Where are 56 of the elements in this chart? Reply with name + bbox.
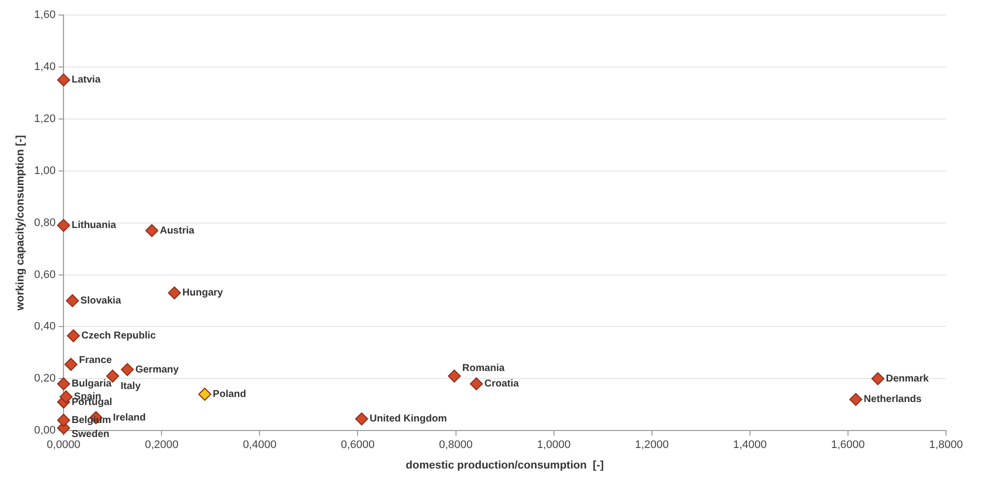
series-label: France: [78, 355, 112, 366]
y-tick-label: 0,80: [34, 216, 56, 229]
series-label: Croatia: [484, 378, 520, 390]
series-label: Poland: [212, 388, 246, 400]
series-label: Austria: [160, 225, 195, 236]
point: [57, 377, 70, 390]
point: [355, 412, 368, 426]
x-tick-label: 0,8000: [438, 439, 473, 452]
y-tick-label: 1,40: [34, 60, 56, 73]
x-tick-label: 0,2000: [144, 439, 178, 452]
point: [57, 414, 70, 427]
x-tick-label: 0,4000: [242, 439, 277, 452]
x-tick-label: 1,2000: [635, 439, 669, 452]
y-tick-label: 1,00: [34, 164, 56, 177]
y-tick-label: 1,20: [34, 112, 56, 125]
series-label: Bulgaria: [72, 378, 112, 390]
x-tick-label: 0,6000: [340, 439, 375, 452]
y-tick-label: 0,00: [34, 424, 56, 437]
y-tick-label: 0,40: [34, 320, 56, 333]
series-label: Lithuania: [72, 220, 116, 232]
x-tick-label: 0,0000: [46, 439, 80, 452]
series-label: Latvia: [72, 74, 101, 86]
point: [66, 294, 79, 308]
point: [64, 358, 78, 371]
series-label: Ireland: [112, 412, 146, 424]
y-tick-label: 0,60: [34, 268, 56, 281]
series-label: Romania: [462, 362, 505, 374]
series-label: United Kingdom: [370, 414, 447, 425]
series-label: Slovakia: [80, 295, 122, 306]
point: [470, 377, 483, 390]
y-tick-label: 0,20: [34, 372, 56, 385]
y-tick-label: 1,60: [34, 9, 56, 22]
point: [448, 370, 461, 383]
x-tick-label: 1,6000: [831, 439, 865, 452]
x-tick-label: 1,0000: [537, 439, 571, 452]
series-label: Netherlands: [864, 394, 922, 406]
point: [66, 329, 80, 342]
point: [198, 388, 212, 401]
point: [57, 73, 70, 86]
point: [57, 218, 70, 232]
x-axis-title: domestic production/consumption [-]: [406, 459, 604, 472]
series-label: Czech Republic: [81, 330, 156, 342]
x-tick-label: 1,4000: [733, 439, 767, 452]
point: [871, 372, 884, 386]
series-label: Germany: [135, 364, 180, 376]
point: [145, 224, 158, 238]
series-label: Denmark: [886, 373, 930, 384]
y-axis-title: working capacity/consumption [-]: [14, 134, 27, 312]
point: [168, 286, 181, 300]
series-label: Hungary: [182, 288, 224, 299]
point: [60, 390, 73, 404]
series-label: Italy: [120, 380, 142, 392]
point: [120, 363, 134, 376]
x-tick-label: 1,8000: [929, 439, 963, 452]
series-label: Sweden: [72, 428, 110, 440]
point: [849, 392, 862, 406]
